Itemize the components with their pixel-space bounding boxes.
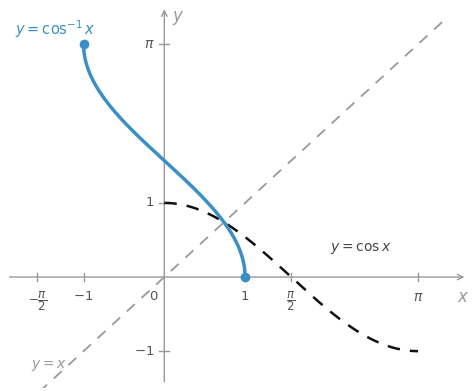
Text: $0$: $0$	[149, 290, 159, 303]
Text: $y = \cos x$: $y = \cos x$	[330, 241, 392, 256]
Text: $y = x$: $y = x$	[31, 359, 67, 373]
Text: $\dfrac{\pi}{2}$: $\dfrac{\pi}{2}$	[286, 290, 296, 313]
Text: $-\dfrac{\pi}{2}$: $-\dfrac{\pi}{2}$	[28, 290, 47, 313]
Text: $y = \cos^{-1}x$: $y = \cos^{-1}x$	[15, 18, 95, 39]
Text: $\pi$: $\pi$	[413, 290, 423, 304]
Text: $1$: $1$	[240, 290, 250, 303]
Text: $-1$: $-1$	[73, 290, 94, 303]
Text: $1$: $1$	[146, 196, 155, 210]
Text: $\pi$: $\pi$	[144, 37, 155, 51]
Text: $y$: $y$	[173, 9, 185, 27]
Text: $-1$: $-1$	[134, 344, 155, 358]
Text: $x$: $x$	[457, 288, 469, 306]
